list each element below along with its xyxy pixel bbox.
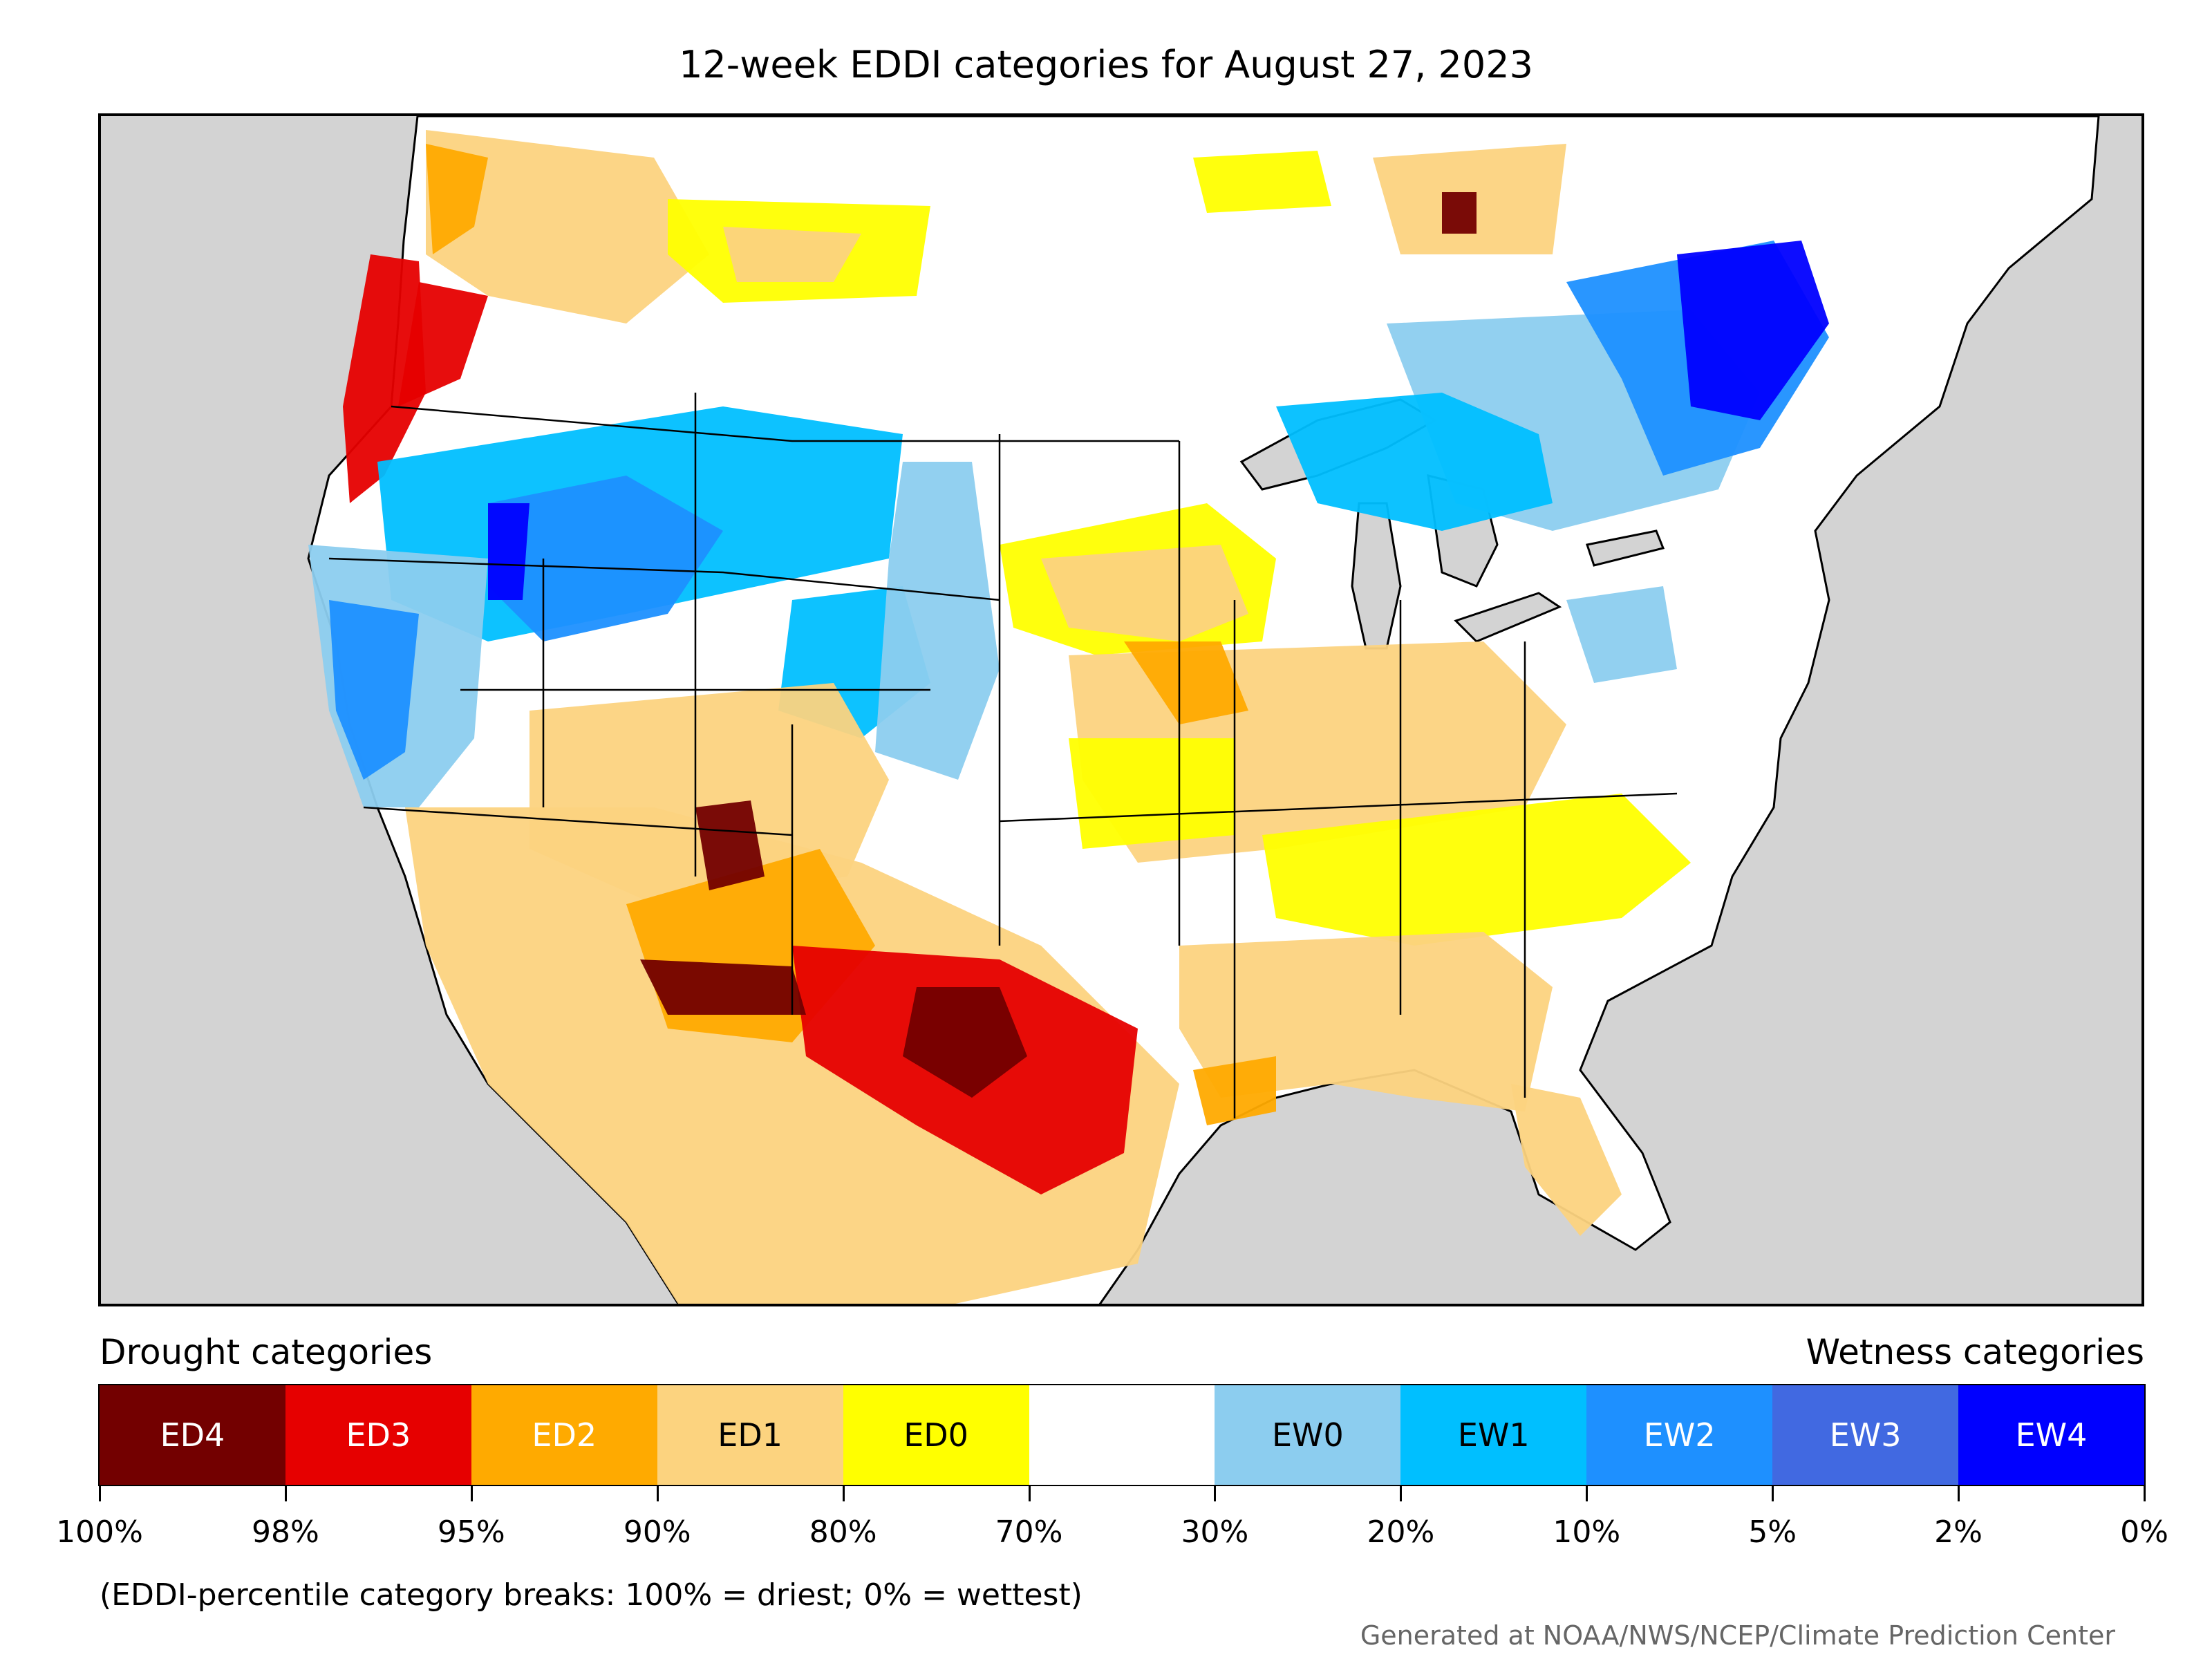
map-title: 12-week EDDI categories for August 27, 2… [679, 43, 1533, 86]
colorbar-swatch-ed0: ED0 [843, 1385, 1029, 1485]
region-ed1 [1041, 545, 1248, 641]
colorbar-swatch-ew1: EW1 [1400, 1385, 1587, 1485]
colorbar-tick-label: 100% [56, 1515, 143, 1550]
category-colorbar: ED4 ED3 ED2 ED1 ED0 EW0 EW1 EW2 EW3 EW4 [98, 1384, 2146, 1486]
region-ed1 [723, 227, 861, 282]
colorbar-tick [1958, 1486, 1960, 1501]
colorbar-tick [842, 1486, 845, 1501]
lake-ontario [1586, 529, 1665, 567]
eddi-category-regions [308, 130, 1829, 1304]
colorbar-tick [470, 1486, 473, 1501]
colorbar-tick [1772, 1486, 1774, 1501]
region-ed4 [640, 959, 806, 1015]
colorbar-tick-label: 95% [437, 1515, 505, 1550]
colorbar-swatch-ew0: EW0 [1215, 1385, 1401, 1485]
colorbar-swatch-ew4: EW4 [1958, 1385, 2144, 1485]
colorbar-swatch-ed3: ED3 [285, 1385, 471, 1485]
colorbar-tick [284, 1486, 287, 1501]
eddi-map [98, 113, 2144, 1306]
colorbar-tick-label: 80% [809, 1515, 877, 1550]
colorbar-swatch-ew2: EW2 [1586, 1385, 1773, 1485]
region-ed1 [405, 807, 1179, 1304]
state-boundary [363, 806, 793, 836]
colorbar-tick [1586, 1486, 1588, 1501]
colorbar-ticks [99, 1486, 2146, 1503]
region-ew1 [1276, 393, 1553, 531]
region-ed0 [1262, 794, 1691, 946]
region-ed0 [1193, 151, 1331, 213]
credit-line: Generated at NOAA/NWS/NCEP/Climate Predi… [1360, 1620, 2115, 1651]
colorbar-tick-label: 98% [252, 1515, 319, 1550]
state-boundary [328, 557, 1000, 601]
colorbar-swatch-ed1: ED1 [657, 1385, 843, 1485]
region-ew0 [1566, 586, 1677, 683]
colorbar-swatch-ed2: ED2 [471, 1385, 657, 1485]
colorbar-tick-label: 0% [2120, 1515, 2168, 1550]
region-ew4 [488, 503, 529, 600]
colorbar-tick-label: 70% [995, 1515, 1063, 1550]
region-ed0 [1069, 738, 1235, 849]
colorbar-tick-label: 20% [1367, 1515, 1435, 1550]
region-ew0 [875, 462, 1000, 780]
region-ed2 [1124, 641, 1248, 724]
state-boundary [999, 792, 1678, 823]
colorbar-tick-label: 5% [1748, 1515, 1797, 1550]
region-ed2 [426, 144, 488, 254]
colorbar-tick-label: 2% [1934, 1515, 1983, 1550]
colorbar-tick [2144, 1486, 2146, 1501]
eddi-map-canvas [101, 116, 2141, 1304]
colorbar-tick [99, 1486, 101, 1501]
colorbar-tick-label: 10% [1553, 1515, 1621, 1550]
category-breaks-footnote: (EDDI-percentile category breaks: 100% =… [100, 1577, 1082, 1613]
colorbar-swatch-ed4: ED4 [100, 1385, 285, 1485]
region-ed4 [903, 987, 1027, 1098]
colorbar-swatch-ew3: EW3 [1772, 1385, 1959, 1485]
wetness-categories-heading: Wetness categories [1806, 1332, 2144, 1372]
region-ed1 [1511, 1084, 1622, 1236]
colorbar-tick-label: 30% [1181, 1515, 1249, 1550]
region-ed3 [343, 254, 426, 503]
region-ew2 [488, 476, 723, 641]
colorbar-tick-label: 90% [623, 1515, 691, 1550]
region-ew4 [1677, 241, 1829, 420]
colorbar-swatch-normal [1029, 1385, 1215, 1485]
region-ed4 [1442, 192, 1477, 234]
region-ed4 [695, 800, 765, 890]
colorbar-tick [1214, 1486, 1217, 1501]
colorbar-tick [656, 1486, 659, 1501]
lake-erie [1454, 592, 1562, 643]
region-ed3 [398, 282, 488, 406]
state-boundary [391, 405, 1179, 442]
colorbar-tick [1400, 1486, 1403, 1501]
region-ed1 [426, 130, 709, 324]
drought-categories-heading: Drought categories [100, 1332, 433, 1372]
colorbar-tick-labels: 100% 98% 95% 90% 80% 70% 30% 20% 10% 5% 2% 0% [56, 1514, 2168, 1555]
region-ew2 [329, 600, 419, 780]
colorbar-tick [1028, 1486, 1031, 1501]
